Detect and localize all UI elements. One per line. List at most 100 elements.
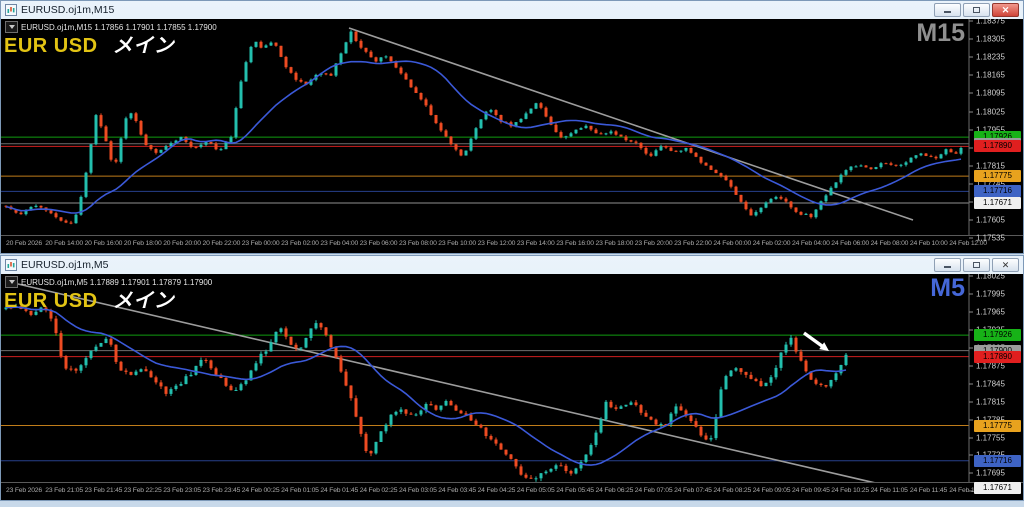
ohlc-info: EURUSD.oj1m,M15 1.17856 1.17901 1.17855 … xyxy=(5,21,217,33)
close-button[interactable]: ✕ xyxy=(992,3,1019,17)
time-tick: 23 Feb 22:00 xyxy=(674,240,712,247)
time-tick: 20 Feb 22:00 xyxy=(202,240,241,247)
chart-window-icon xyxy=(5,4,17,16)
symbol-watermark: EUR USD メイン xyxy=(4,284,174,313)
price-level-badge: 1.17671 xyxy=(974,197,1021,209)
time-tick: 24 Feb 08:25 xyxy=(713,487,752,494)
time-tick: 20 Feb 2026 xyxy=(6,240,42,247)
minimize-icon xyxy=(944,11,951,13)
time-tick: 24 Feb 04:25 xyxy=(477,487,516,494)
time-axis[interactable]: 20 Feb 2026 20 Feb 14:00 20 Feb 16:00 20 Fe… xyxy=(1,235,1023,253)
time-tick: 23 Feb 08:00 xyxy=(399,240,437,247)
chart-window-m5: EURUSD.oj1m,M5 ✕ EURUSD.oj1m,M5 1.17889 … xyxy=(0,255,1024,501)
time-tick: 23 Feb 14:00 xyxy=(516,240,555,247)
price-tick: 1.17875 xyxy=(969,361,1023,370)
price-tick: 1.17845 xyxy=(969,379,1023,388)
time-tick: 23 Feb 06:00 xyxy=(359,240,398,247)
chevron-down-icon[interactable] xyxy=(5,21,18,33)
price-level-badge: 1.17890 xyxy=(974,350,1021,363)
minimize-button[interactable] xyxy=(934,3,961,17)
time-tick: 23 Feb 21:05 xyxy=(45,487,83,494)
window-titlebar[interactable]: EURUSD.oj1m,M15 ✕ xyxy=(1,1,1023,19)
price-tick: 1.17815 xyxy=(969,397,1023,406)
restore-icon xyxy=(973,7,980,13)
time-axis[interactable]: 23 Feb 2026 23 Feb 21:05 23 Feb 21:45 23 Fe… xyxy=(1,482,1023,500)
price-tick: 1.17755 xyxy=(969,433,1023,442)
time-tick: 24 Feb 02:00 xyxy=(752,240,791,247)
time-tick: 24 Feb 06:00 xyxy=(831,240,869,247)
time-tick: 24 Feb 08:00 xyxy=(870,240,909,247)
chart-area: EURUSD.oj1m,M15 1.17856 1.17901 1.17855 … xyxy=(1,19,1023,253)
time-tick: 23 Feb 12:00 xyxy=(477,240,516,247)
price-tick: 1.17695 xyxy=(969,469,1023,478)
window-title: EURUSD.oj1m,M15 xyxy=(21,4,115,16)
price-tick: 1.17745 xyxy=(969,179,1023,188)
time-tick: 20 Feb 20:00 xyxy=(163,240,201,247)
price-tick: 1.18305 xyxy=(969,35,1023,44)
ohlc-info: EURUSD.oj1m,M5 1.17889 1.17901 1.17879 1… xyxy=(5,276,212,288)
price-level-badge: 1.17775 xyxy=(974,170,1021,183)
chart-window-icon xyxy=(5,259,17,271)
time-tick: 24 Feb 05:05 xyxy=(516,487,555,494)
time-tick: 24 Feb 07:05 xyxy=(634,487,673,494)
price-tick: 1.18095 xyxy=(969,89,1023,98)
minimize-button[interactable] xyxy=(934,258,961,272)
time-tick: 23 Feb 20:00 xyxy=(634,240,673,247)
price-tick: 1.18375 xyxy=(969,19,1023,26)
time-tick: 24 Feb 11:05 xyxy=(870,487,908,494)
time-tick: 24 Feb 02:25 xyxy=(359,487,398,494)
price-tick: 1.17605 xyxy=(969,216,1023,225)
time-tick: 23 Feb 2026 xyxy=(6,487,42,494)
minimize-icon xyxy=(944,266,951,268)
chart-area: EURUSD.oj1m,M5 1.17889 1.17901 1.17879 1… xyxy=(1,274,1023,500)
time-tick: 24 Feb 01:05 xyxy=(281,487,319,494)
restore-icon xyxy=(973,262,980,268)
symbol-label: EUR USD xyxy=(4,35,98,57)
time-tick: 24 Feb 12:25 xyxy=(949,487,987,494)
price-level-badge: 1.17716 xyxy=(974,185,1021,198)
price-tick: 1.17995 xyxy=(969,289,1023,298)
time-tick: 20 Feb 16:00 xyxy=(84,240,123,247)
price-tick: 1.18165 xyxy=(969,71,1023,80)
time-tick: 24 Feb 05:45 xyxy=(556,487,594,494)
restore-button[interactable] xyxy=(963,3,990,17)
price-axis[interactable]: 1.18375 1.18305 1.18235 1.18165 1.18095 1.180… xyxy=(969,19,1023,253)
time-tick: 24 Feb 09:05 xyxy=(752,487,791,494)
window-titlebar[interactable]: EURUSD.oj1m,M5 ✕ xyxy=(1,256,1023,274)
time-tick: 23 Feb 18:00 xyxy=(595,240,634,247)
timeframe-label: M5 xyxy=(930,274,965,302)
symbol-watermark: EUR USD メイン xyxy=(4,29,174,58)
time-tick: 24 Feb 04:00 xyxy=(792,240,830,247)
restore-button[interactable] xyxy=(963,258,990,272)
price-axis[interactable]: 1.180251.179951.179651.179351.179051.178… xyxy=(969,274,1023,500)
close-button[interactable]: ✕ xyxy=(992,258,1019,272)
close-icon: ✕ xyxy=(1001,4,1010,15)
price-tick: 1.18235 xyxy=(969,53,1023,62)
time-tick: 23 Feb 23:45 xyxy=(202,487,241,494)
ohlc-values: EURUSD.oj1m,M5 1.17889 1.17901 1.17879 1… xyxy=(21,277,213,287)
time-tick: 23 Feb 22:25 xyxy=(123,487,162,494)
time-tick: 24 Feb 12:00 xyxy=(949,240,987,247)
time-tick: 23 Feb 00:00 xyxy=(241,240,280,247)
price-tick: 1.18025 xyxy=(969,107,1023,116)
chevron-down-icon[interactable] xyxy=(5,276,18,288)
time-tick: 24 Feb 03:05 xyxy=(399,487,437,494)
time-tick: 23 Feb 16:00 xyxy=(556,240,594,247)
time-tick: 24 Feb 10:25 xyxy=(831,487,869,494)
price-chart[interactable] xyxy=(1,19,1023,253)
price-tick: 1.17815 xyxy=(969,161,1023,170)
time-tick: 24 Feb 11:45 xyxy=(909,487,948,494)
time-tick: 24 Feb 01:45 xyxy=(320,487,359,494)
price-level-badge: 1.17716 xyxy=(974,454,1021,467)
chart-window-m15: EURUSD.oj1m,M15 ✕ EURUSD.oj1m,M15 1.1785… xyxy=(0,0,1024,254)
annotation-label: メイン xyxy=(112,35,175,57)
ohlc-values: EURUSD.oj1m,M15 1.17856 1.17901 1.17855 … xyxy=(21,22,217,32)
annotation-arrow xyxy=(803,331,829,351)
time-tick: 23 Feb 04:00 xyxy=(320,240,359,247)
close-icon: ✕ xyxy=(1001,259,1010,270)
time-tick: 24 Feb 00:00 xyxy=(713,240,752,247)
price-level-badge: 1.17926 xyxy=(974,329,1021,342)
price-tick: 1.17955 xyxy=(969,125,1023,134)
price-level-badge: 1.17775 xyxy=(974,419,1021,432)
